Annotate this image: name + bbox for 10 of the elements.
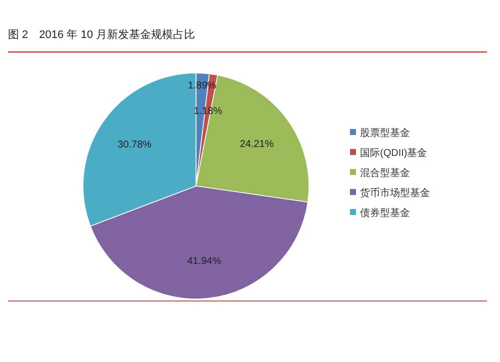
- legend-label: 股票型基金: [360, 127, 410, 139]
- data-label: 24.21%: [240, 138, 274, 150]
- legend-label: 债券型基金: [360, 207, 410, 219]
- legend-label: 国际(QDII)基金: [360, 147, 428, 159]
- data-label: 41.94%: [187, 256, 222, 268]
- data-label: 1.18%: [194, 106, 222, 118]
- chart-title: 图 2 2016 年 10 月新发基金规模占比: [8, 28, 196, 41]
- legend-label: 混合型基金: [360, 167, 410, 179]
- legend-label: 货币市场型基金: [360, 187, 430, 199]
- data-label: 30.78%: [118, 140, 152, 151]
